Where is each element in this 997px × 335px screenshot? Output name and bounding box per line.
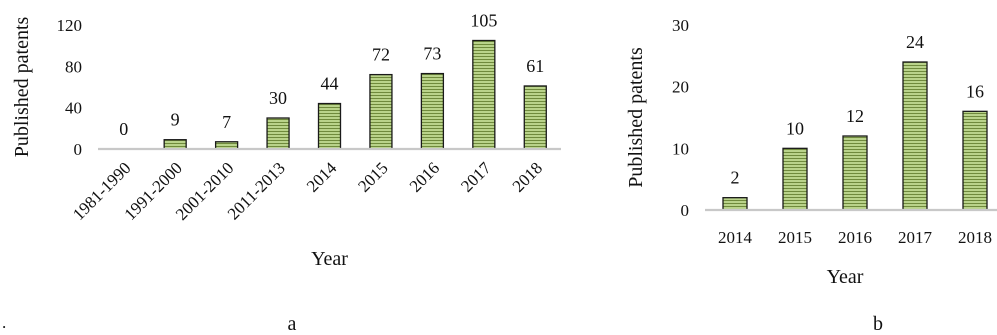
x-tick-label: 2016 bbox=[406, 158, 443, 195]
data-label: 73 bbox=[423, 44, 441, 64]
y-tick-label: 120 bbox=[57, 16, 83, 35]
bar bbox=[420, 72, 445, 150]
y-axis-title: Published patents bbox=[625, 47, 647, 188]
y-tick-label: 40 bbox=[65, 99, 82, 118]
y-tick-label: 20 bbox=[672, 78, 689, 97]
bar bbox=[842, 135, 868, 211]
data-label: 61 bbox=[526, 56, 544, 76]
data-label: 2 bbox=[731, 168, 740, 188]
data-label: 10 bbox=[786, 118, 804, 138]
bar bbox=[962, 110, 988, 211]
bar bbox=[266, 117, 290, 150]
x-tick-label: 2017 bbox=[898, 228, 933, 247]
bar bbox=[163, 139, 187, 150]
bar bbox=[472, 39, 496, 150]
y-axis-title: Published patents bbox=[11, 17, 33, 158]
x-tick-label: 2015 bbox=[354, 158, 391, 195]
y-tick-label: 30 bbox=[672, 16, 689, 35]
x-tick-label: 2014 bbox=[718, 228, 753, 247]
bar bbox=[722, 197, 748, 211]
data-label: 9 bbox=[171, 110, 180, 130]
x-tick-label: 2017 bbox=[457, 158, 495, 196]
y-tick-label: 10 bbox=[672, 139, 689, 158]
bar bbox=[902, 61, 928, 211]
data-label: 105 bbox=[470, 11, 497, 31]
bar bbox=[523, 85, 547, 150]
bar bbox=[782, 147, 808, 211]
chart-panel-b: 0 10 20 30 2 2014 10 2015 12 2016 24 2017 16 2018 Publ… bbox=[625, 16, 997, 335]
panel-label: b bbox=[873, 313, 883, 335]
bar bbox=[369, 73, 393, 150]
y-tick-label: 0 bbox=[681, 201, 690, 220]
x-tick-label: 2016 bbox=[838, 228, 872, 247]
data-label: 30 bbox=[269, 88, 287, 108]
chart-panel-a: 0408012001981-199091991-200072001-201030… bbox=[11, 11, 561, 335]
bar bbox=[317, 102, 342, 150]
x-tick-label: 2014 bbox=[303, 158, 341, 196]
x-axis-title: Year bbox=[827, 266, 864, 288]
x-tick-label: 2018 bbox=[958, 228, 992, 247]
data-label: 44 bbox=[321, 74, 339, 94]
data-label: 24 bbox=[906, 32, 924, 52]
data-label: 72 bbox=[372, 45, 390, 65]
x-tick-label: 2015 bbox=[778, 228, 812, 247]
x-tick-label: 2018 bbox=[509, 158, 546, 195]
panel-label: a bbox=[288, 313, 297, 335]
x-axis-title: Year bbox=[311, 248, 348, 270]
data-label: 16 bbox=[966, 81, 984, 101]
data-label: 12 bbox=[846, 106, 864, 126]
y-tick-label: 0 bbox=[74, 140, 83, 159]
data-label: 7 bbox=[222, 112, 231, 132]
y-tick-label: 80 bbox=[65, 57, 82, 76]
data-label: 0 bbox=[119, 119, 128, 139]
figure-marker: . bbox=[2, 313, 6, 332]
